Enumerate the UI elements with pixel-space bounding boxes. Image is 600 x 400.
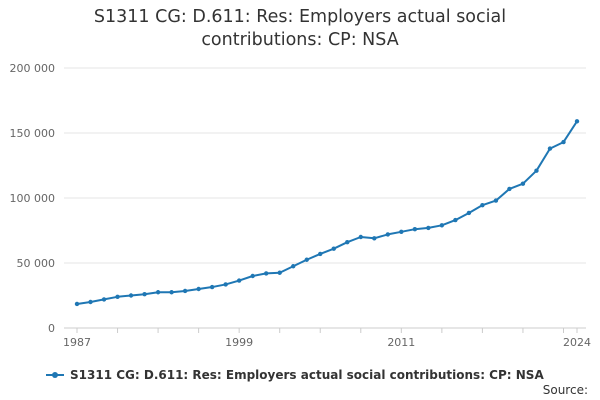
legend-swatch-icon [46, 366, 64, 384]
data-point[interactable] [182, 288, 188, 294]
y-tick-label: 150 000 [10, 127, 56, 140]
data-point[interactable] [263, 271, 269, 276]
source-label[interactable]: Source: [542, 383, 588, 397]
data-point[interactable] [480, 202, 485, 208]
data-point[interactable] [74, 301, 80, 307]
data-point[interactable] [277, 270, 282, 275]
data-point[interactable] [534, 168, 539, 173]
data-point[interactable] [88, 299, 93, 305]
chart-title-line-1: S1311 CG: D.611: Res: Employers actual s… [93, 7, 507, 27]
data-point[interactable] [155, 290, 161, 295]
axis-layer: 0 50 000 100 000 150 000 200 000 1987 1999 2011… [10, 62, 592, 349]
data-point[interactable] [466, 210, 472, 216]
data-point[interactable] [236, 278, 242, 283]
series-line [76, 120, 578, 305]
data-point[interactable] [561, 139, 566, 145]
chart-title: S1311 CG: D.611: Res: Employers actual s… [0, 6, 600, 52]
data-point[interactable] [331, 246, 336, 251]
data-point[interactable] [223, 282, 228, 287]
data-point[interactable] [574, 119, 580, 124]
y-tick-label: 50 000 [17, 257, 56, 270]
data-point[interactable] [291, 264, 296, 269]
y-tick-label: 200 000 [10, 62, 56, 75]
y-tick-label: 0 [48, 322, 55, 335]
data-point[interactable] [439, 223, 445, 228]
x-tick-label: 1999 [225, 336, 253, 349]
data-point[interactable] [142, 292, 147, 297]
data-point[interactable] [209, 284, 215, 290]
data-point[interactable] [169, 290, 174, 295]
data-point[interactable] [128, 293, 134, 298]
data-point[interactable] [318, 251, 323, 257]
data-point[interactable] [115, 294, 120, 299]
data-point[interactable] [250, 273, 255, 279]
x-tick-label: 2011 [387, 336, 415, 349]
legend[interactable]: S1311 CG: D.611: Res: Employers actual s… [46, 366, 544, 384]
data-point[interactable] [547, 146, 553, 151]
data-point[interactable] [196, 286, 201, 292]
data-point[interactable] [507, 186, 512, 192]
chart-title-line-2: contributions: CP: NSA [201, 30, 399, 50]
data-point[interactable] [520, 181, 526, 186]
series-layer [74, 119, 580, 307]
data-point[interactable] [399, 229, 404, 234]
grid-layer [64, 67, 586, 264]
data-point[interactable] [412, 227, 418, 232]
data-point[interactable] [358, 234, 363, 240]
data-point[interactable] [372, 236, 377, 241]
x-tick-label: 2024 [563, 336, 591, 349]
data-point[interactable] [426, 225, 431, 231]
data-point[interactable] [493, 198, 499, 203]
data-point[interactable] [304, 257, 309, 262]
data-point[interactable] [385, 232, 391, 237]
legend-label: S1311 CG: D.611: Res: Employers actual s… [70, 368, 544, 382]
y-tick-label: 100 000 [10, 192, 56, 205]
data-point[interactable] [101, 297, 107, 302]
x-tick-label: 1987 [63, 336, 91, 349]
data-point[interactable] [345, 240, 350, 245]
data-point[interactable] [453, 217, 458, 223]
